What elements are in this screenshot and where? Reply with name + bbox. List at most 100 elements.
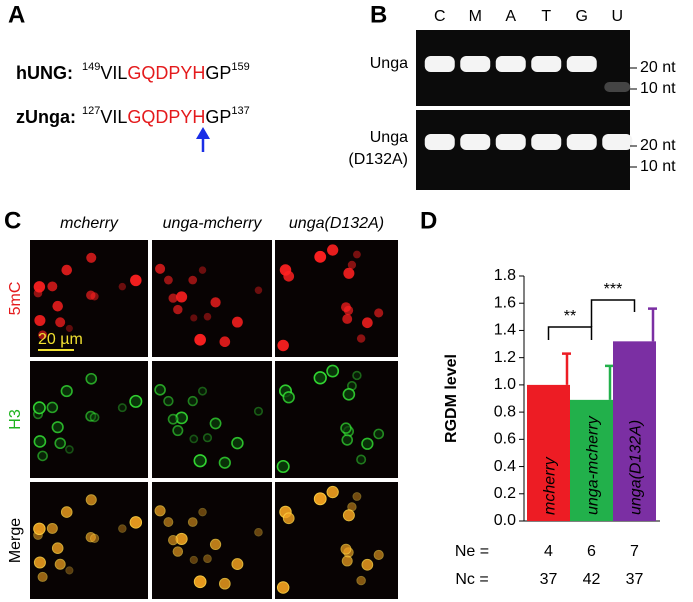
gel-band (460, 56, 491, 72)
nucleus (374, 308, 384, 318)
nucleus (55, 317, 66, 328)
nucleus (209, 417, 222, 430)
count-value: 6 (587, 543, 596, 560)
column-label: unga(D132A) (289, 215, 384, 232)
nucleus (254, 286, 263, 294)
seq-start: 149 (82, 61, 100, 73)
panel-label: C (4, 207, 21, 234)
nucleus (34, 314, 46, 326)
nucleus (167, 413, 179, 425)
nucleus (60, 506, 73, 518)
nucleus (356, 334, 366, 343)
nucleus (356, 575, 366, 586)
nucleus (342, 314, 353, 324)
nucleus (327, 244, 339, 256)
nucleus (187, 517, 198, 527)
nucleus (218, 456, 231, 469)
nucleus (342, 509, 355, 522)
y-tick-label: 0.2 (494, 485, 516, 502)
gel-band (424, 56, 455, 72)
nucleus (347, 260, 357, 270)
gel-row-label: Unga (370, 55, 408, 72)
nucleus (373, 428, 385, 440)
nucleus (352, 492, 362, 501)
nucleus (117, 403, 127, 413)
nucleus (89, 533, 100, 543)
y-tick-label: 0.0 (494, 512, 516, 529)
bar-label: unga(D132A) (628, 420, 645, 515)
y-axis-label: RGDM level (443, 354, 460, 443)
nucleus (129, 394, 143, 408)
bar (527, 384, 570, 521)
nucleus (209, 538, 222, 551)
gel-band (495, 56, 526, 72)
nucleus (198, 386, 208, 396)
nucleus (38, 330, 48, 340)
nucleus (172, 546, 184, 557)
seq-motif: GQDPYH (127, 107, 205, 127)
nucleus (313, 371, 327, 385)
seq-name: hUNG: (16, 63, 73, 83)
nucleus (340, 422, 352, 434)
nucleus (219, 336, 231, 348)
nucleus (326, 485, 339, 499)
nucleus (154, 505, 166, 517)
nucleus (60, 384, 73, 398)
lane-label: U (611, 8, 623, 25)
nucleus (277, 339, 289, 352)
panel-label: D (420, 207, 437, 234)
gel-band (531, 56, 562, 72)
nucleus (163, 517, 174, 527)
bar-label: unga-mcherry (585, 415, 602, 515)
nucleus (254, 527, 263, 537)
micrograph (275, 240, 398, 357)
nucleus (154, 384, 166, 396)
bar (613, 341, 656, 521)
nucleus (218, 577, 231, 590)
nucleus (129, 516, 143, 529)
y-tick-label: 0.8 (494, 403, 516, 420)
nucleus (47, 281, 58, 292)
marker-label: 20 nt (640, 137, 676, 154)
significance: *** (604, 281, 623, 298)
nucleus (33, 522, 46, 536)
arrow (196, 127, 210, 152)
nucleus (172, 425, 184, 437)
count-value: 42 (583, 571, 601, 588)
nucleus (65, 566, 74, 575)
seq-name: zUnga: (16, 107, 76, 127)
nucleus (193, 454, 207, 468)
nucleus (189, 434, 199, 444)
seq-suffix: GP (205, 63, 231, 83)
nucleus (52, 300, 63, 312)
nucleus (163, 275, 173, 285)
nucleus (33, 556, 46, 569)
nucleus (203, 312, 212, 321)
y-tick-label: 0.4 (494, 458, 516, 475)
gel-image (416, 110, 630, 190)
gel-band (424, 134, 455, 150)
seq-suffix: GP (205, 107, 231, 127)
seq-end: 137 (231, 105, 249, 117)
micrograph (275, 482, 398, 599)
nucleus (341, 555, 353, 567)
bracket (590, 299, 636, 327)
nucleus (155, 263, 166, 274)
nucleus (210, 297, 221, 308)
seq-end: 159 (231, 61, 249, 73)
seq-prefix: VIL (100, 107, 127, 127)
y-tick-label: 1.0 (494, 376, 516, 393)
error-bar (605, 364, 614, 400)
bar-label: mcherry (542, 456, 559, 515)
gel-band (566, 56, 597, 72)
nucleus (85, 372, 98, 385)
nucleus (86, 252, 97, 263)
nucleus (61, 264, 73, 276)
panel-label: B (370, 1, 387, 28)
count-label: Ne = (455, 543, 489, 560)
error-bar (562, 352, 571, 385)
sequence: zUnga: 127VILGQDPYHGP137 (16, 105, 250, 127)
nucleus (33, 281, 46, 293)
y-tick-label: 1.8 (494, 267, 516, 284)
